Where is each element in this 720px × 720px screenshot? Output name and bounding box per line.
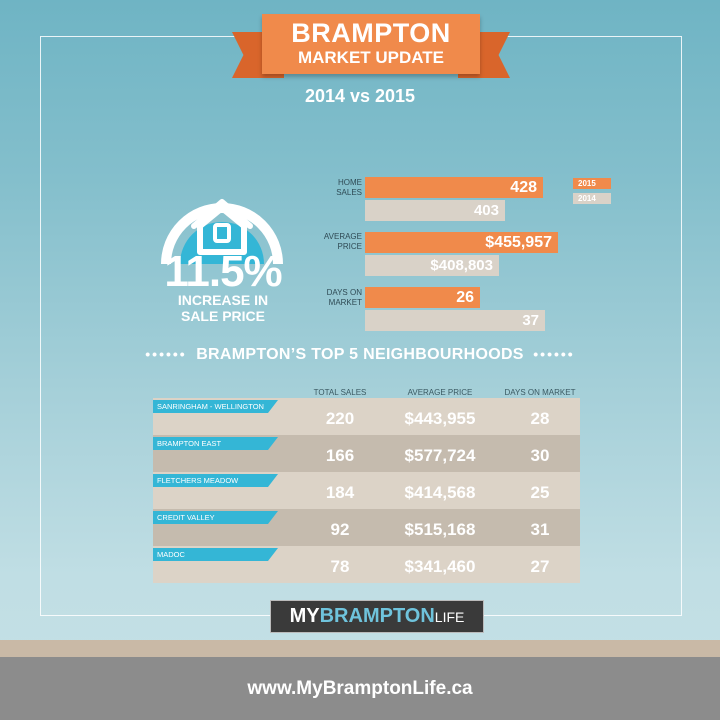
metric-label-line: HOME (338, 178, 362, 187)
average-price-cell: $515,168 (404, 520, 476, 539)
metric-label-home-sales: HOME SALES (300, 178, 362, 198)
neighbourhood-name: MADOC (153, 548, 278, 561)
page-title: BRAMPTON (291, 18, 451, 48)
increase-label-line1: INCREASE IN (177, 292, 269, 308)
total-sales-cell: 166 (325, 446, 355, 465)
neighbourhood-name: BRAMPTON EAST (153, 437, 278, 450)
total-sales-cell: 184 (325, 483, 355, 502)
column-header-days-on-market: DAYS ON MARKET (504, 388, 576, 397)
dots-decoration: •••••• (145, 346, 187, 362)
table-row: SANRINGHAM - WELLINGTON 220 $443,955 28 (153, 398, 580, 435)
average-price-cell: $414,568 (404, 483, 476, 502)
neighbourhood-name: FLETCHERS MEADOW (153, 474, 278, 487)
legend-2014: 2014 (573, 193, 611, 204)
bar-home-sales-2014: 403 (365, 200, 505, 221)
title-ribbon: BRAMPTON MARKET UPDATE (232, 8, 510, 82)
table-row: BRAMPTON EAST 166 $577,724 30 (153, 435, 580, 472)
bar-average-price-2014: $408,803 (365, 255, 499, 276)
metric-label-line: AVERAGE (323, 232, 362, 241)
metric-label-line: SALES (336, 188, 362, 197)
logo-my: MY (289, 605, 320, 627)
bar-average-price-2015: $455,957 (365, 232, 558, 253)
table-row: FLETCHERS MEADOW 184 $414,568 25 (153, 472, 580, 509)
total-sales-cell: 220 (325, 409, 355, 428)
days-on-market-cell: 25 (530, 483, 550, 502)
ribbon-main: BRAMPTON MARKET UPDATE (262, 14, 480, 74)
section-header: •••••• BRAMPTON’S TOP 5 NEIGHBOURHOODS •… (0, 346, 720, 364)
table-row: CREDIT VALLEY 92 $515,168 31 (153, 509, 580, 546)
table-row: MADOC 78 $341,460 27 (153, 546, 580, 583)
website-link[interactable]: www.MyBramptonLife.ca (247, 678, 473, 699)
neighbourhood-name: SANRINGHAM - WELLINGTON (153, 400, 278, 413)
logo-life: LIFE (434, 609, 465, 625)
comparison-years: 2014 vs 2015 (304, 86, 416, 106)
average-price-cell: $577,724 (404, 446, 476, 465)
footer: www.MyBramptonLife.ca (0, 657, 720, 720)
total-sales-cell: 78 (330, 557, 350, 576)
column-header-average-price: AVERAGE PRICE (407, 388, 473, 397)
mybramptonlife-logo[interactable]: MYBRAMPTONLIFE (270, 600, 484, 633)
days-on-market-cell: 31 (530, 520, 550, 539)
average-price-cell: $443,955 (404, 409, 476, 428)
neighbourhood-name: CREDIT VALLEY (153, 511, 278, 524)
bar-days-on-market-2014: 37 (365, 310, 545, 331)
legend-2015: 2015 (573, 178, 611, 189)
increase-label: INCREASE IN SALE PRICE (148, 292, 298, 324)
bar-home-sales-2015: 428 (365, 177, 543, 198)
increase-percentage: 11.5% (164, 247, 282, 296)
neighbourhoods-heading: BRAMPTON’S TOP 5 NEIGHBOURHOODS (196, 346, 524, 363)
metric-label-days-on-market: DAYS ON MARKET (300, 288, 362, 308)
metric-label-line: PRICE (337, 242, 362, 251)
days-on-market-cell: 27 (530, 557, 550, 576)
average-price-cell: $341,460 (404, 557, 476, 576)
days-on-market-cell: 28 (530, 409, 550, 428)
metric-label-line: DAYS ON (326, 288, 362, 297)
column-header-total-sales: TOTAL SALES (313, 388, 367, 397)
metric-label-line: MARKET (328, 298, 362, 307)
metric-label-average-price: AVERAGE PRICE (300, 232, 362, 252)
page-subtitle: MARKET UPDATE (297, 48, 445, 67)
footer-band (0, 640, 720, 657)
total-sales-cell: 92 (330, 520, 350, 539)
increase-label-line2: SALE PRICE (180, 308, 265, 324)
house-icon (161, 199, 283, 265)
bar-days-on-market-2015: 26 (365, 287, 480, 308)
dots-decoration: •••••• (533, 346, 575, 362)
days-on-market-cell: 30 (530, 446, 550, 465)
logo-brampton: BRAMPTON (319, 605, 435, 627)
